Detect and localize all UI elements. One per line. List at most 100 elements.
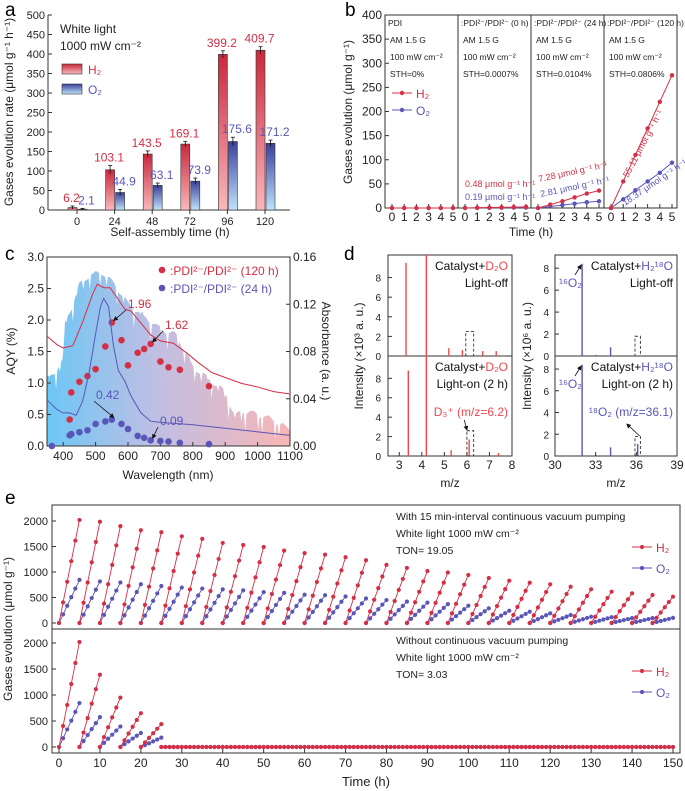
- aqy-point: [176, 439, 184, 447]
- point-h2: [494, 603, 500, 609]
- point-o2: [261, 590, 266, 595]
- point-h2: [151, 731, 156, 736]
- point-h2: [433, 600, 438, 605]
- x-tick-label: 0: [56, 756, 63, 770]
- point-o2: [670, 615, 676, 621]
- aqy-point: [76, 378, 83, 386]
- y-tick-label: 500: [30, 716, 48, 728]
- y-tick-label: 0: [39, 205, 45, 217]
- point-h2: [65, 579, 70, 584]
- point-h2: [437, 590, 442, 595]
- point-h2: [414, 205, 419, 211]
- point-o2: [106, 604, 111, 609]
- cycle-line-h2: [160, 536, 183, 624]
- x-axis-label: Wavelength (nm): [123, 468, 214, 482]
- cycle-line-h2: [324, 557, 346, 624]
- point-h2: [159, 722, 164, 727]
- y-tick-label: 8: [543, 365, 549, 376]
- point-h2: [265, 606, 270, 611]
- annotation-arrow: [626, 423, 640, 437]
- light-condition: Light-off: [630, 276, 674, 290]
- point-o2: [167, 606, 172, 611]
- point-o2: [539, 615, 545, 620]
- aqy-point: [68, 389, 75, 396]
- point-o2: [568, 612, 573, 618]
- x-tick-label: 60: [298, 756, 312, 770]
- y-tick-label: 300: [27, 88, 45, 100]
- y-tick-label: 4: [375, 413, 381, 424]
- cycle-line-h2: [345, 560, 367, 624]
- y-tick-label: 350: [362, 32, 382, 46]
- point-h2: [535, 605, 541, 610]
- point-o2: [339, 599, 344, 604]
- point-h2: [617, 609, 622, 614]
- aqy-point: [124, 362, 132, 369]
- point-h2: [253, 575, 258, 580]
- point-o2: [122, 613, 127, 618]
- sample-reagent: D₂O: [485, 360, 508, 374]
- point-o2: [155, 591, 160, 596]
- x-tick-label: 1: [620, 210, 627, 224]
- point-h2: [657, 99, 662, 105]
- point-o2: [114, 728, 119, 733]
- point-o2: [134, 589, 139, 595]
- y-tick-label: 500: [30, 593, 48, 605]
- point-h2: [282, 620, 287, 626]
- point-o2: [122, 742, 127, 747]
- point-h2: [400, 576, 405, 582]
- annotation-arrow: [93, 400, 115, 419]
- point-h2: [355, 583, 360, 588]
- legend-label-h2: H₂: [656, 665, 670, 679]
- condition-text: 100 mW cm⁻²: [390, 52, 443, 62]
- point-h2: [359, 570, 365, 575]
- point-o2: [572, 619, 577, 624]
- point-h2: [596, 188, 602, 193]
- point-h2: [576, 607, 581, 612]
- legend-label-o2: O₂: [416, 104, 430, 118]
- x-tick-label: 10: [93, 756, 107, 770]
- point-o2: [441, 605, 446, 611]
- point-h2: [220, 540, 225, 546]
- point-o2: [335, 604, 340, 610]
- point-h2: [458, 592, 463, 597]
- legend-label-o2: O₂: [656, 686, 670, 700]
- point-o2: [101, 612, 107, 617]
- x-tick-label: 40: [216, 756, 230, 770]
- point-o2: [101, 740, 107, 745]
- y-tick-label: 6: [375, 293, 381, 304]
- point-h2: [159, 620, 164, 626]
- y-tick-label: 0.5: [27, 408, 44, 422]
- point-h2: [122, 738, 127, 743]
- point-h2: [130, 565, 135, 570]
- point-o2: [408, 616, 414, 622]
- point-h2: [138, 711, 143, 716]
- aqy-point: [76, 428, 83, 436]
- point-h2: [638, 609, 643, 614]
- point-o2: [191, 600, 197, 605]
- panel-note: White light 1000 mW cm⁻²: [396, 528, 519, 540]
- point-o2: [355, 606, 360, 611]
- point-h2: [69, 681, 74, 687]
- aqy-point: [205, 382, 213, 390]
- point-h2: [146, 584, 152, 589]
- point-o2: [527, 609, 532, 614]
- panel-note: TON= 3.03: [396, 669, 448, 681]
- point-h2: [77, 639, 82, 645]
- x-tick-label: 700: [150, 449, 170, 463]
- point-o2: [642, 617, 647, 623]
- cycle-line-h2: [99, 526, 121, 624]
- point-h2: [519, 596, 524, 601]
- point-o2: [453, 613, 459, 619]
- legend-label-h2: H₂: [416, 87, 430, 101]
- condition-text: AM 1.5 G: [390, 35, 426, 45]
- peak-annotation: ¹⁸O₂ (m/z=36.1): [589, 405, 673, 419]
- point-o2: [462, 607, 467, 612]
- point-o2: [73, 709, 78, 714]
- point-h2: [658, 610, 663, 615]
- point-o2: [130, 597, 135, 602]
- condition-text: 100 mW cm⁻²: [463, 52, 516, 62]
- point-h2: [257, 560, 262, 565]
- y-tick-label: 400: [27, 49, 45, 61]
- y-tick-label: 3.0: [27, 250, 44, 264]
- point-h2: [81, 730, 86, 735]
